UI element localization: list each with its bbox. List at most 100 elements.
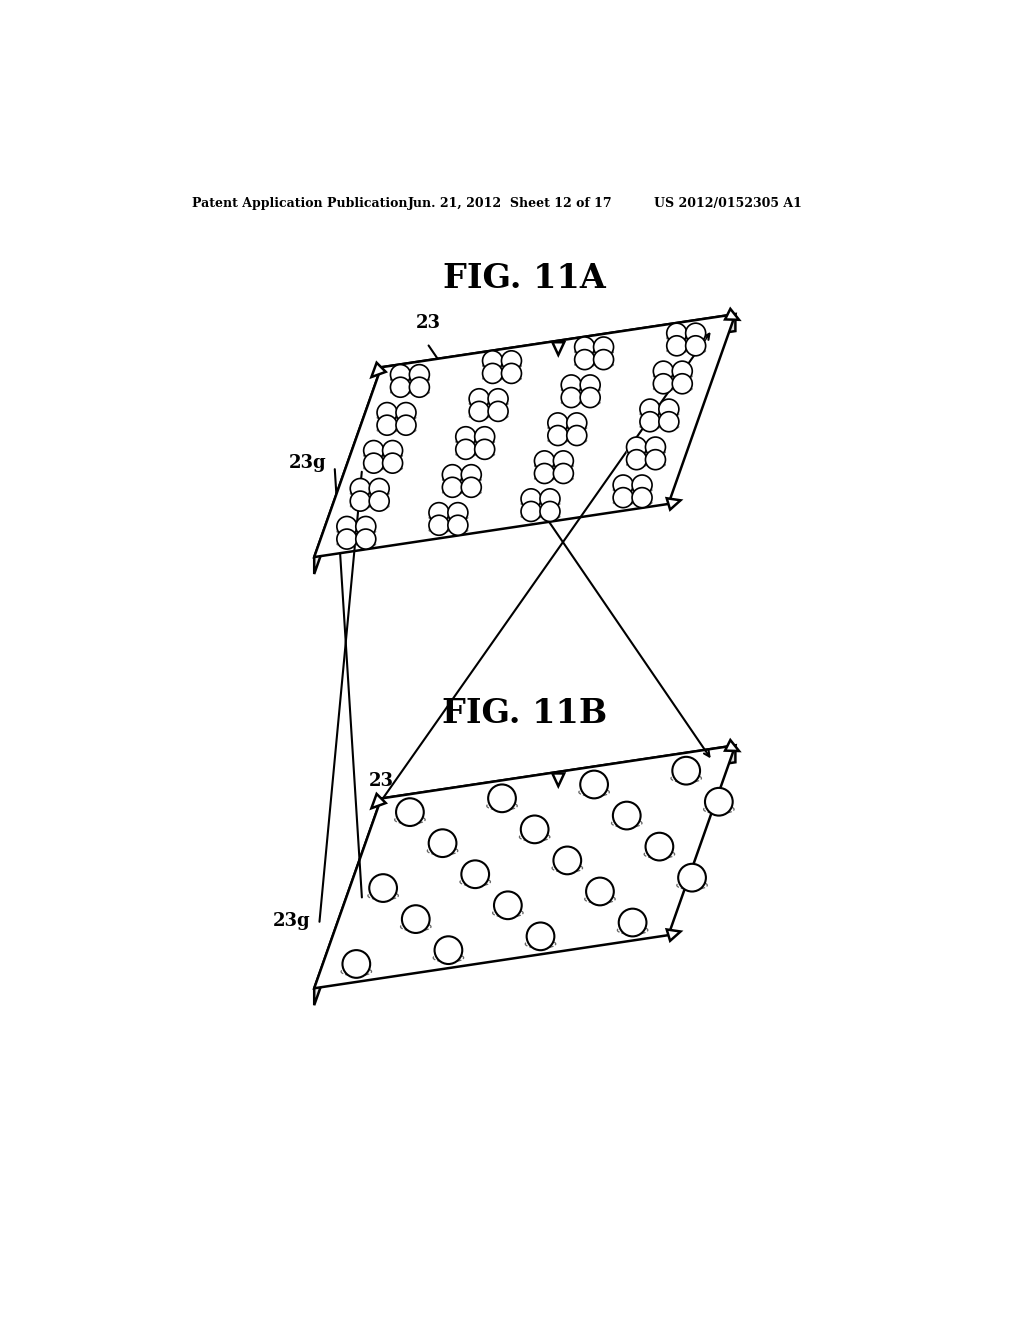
Circle shape [401,906,430,933]
Circle shape [488,401,508,421]
Circle shape [390,364,411,384]
Circle shape [350,491,371,511]
Circle shape [618,908,646,936]
Circle shape [627,437,646,457]
Circle shape [553,846,582,874]
Polygon shape [372,793,386,808]
Text: US 2012/0152305 A1: US 2012/0152305 A1 [654,197,802,210]
Circle shape [494,891,521,919]
Circle shape [370,478,389,499]
Circle shape [678,863,706,891]
Circle shape [586,878,613,906]
Circle shape [535,451,554,471]
Circle shape [540,502,560,521]
Circle shape [526,923,554,950]
Circle shape [574,337,595,356]
Circle shape [653,374,674,393]
Text: 23g: 23g [273,912,310,929]
Circle shape [447,515,468,536]
Circle shape [581,771,608,799]
Circle shape [370,874,397,902]
Polygon shape [552,342,564,355]
Circle shape [540,488,560,508]
Circle shape [342,950,371,978]
Text: FIG. 11A: FIG. 11A [443,263,606,296]
Polygon shape [381,746,735,816]
Circle shape [370,491,389,511]
Circle shape [686,335,706,356]
Circle shape [672,362,692,381]
Circle shape [645,450,666,470]
Circle shape [672,374,692,393]
Circle shape [594,350,613,370]
Circle shape [377,403,397,422]
Circle shape [521,488,541,508]
Circle shape [461,465,481,484]
Polygon shape [667,498,681,510]
Circle shape [645,437,666,457]
Circle shape [355,529,376,549]
Circle shape [337,529,357,549]
Circle shape [442,478,463,498]
Circle shape [645,833,673,861]
Circle shape [364,441,384,461]
Text: 23g: 23g [289,454,326,471]
Circle shape [640,399,659,420]
Circle shape [383,453,402,473]
Circle shape [581,388,600,408]
Text: 23: 23 [370,772,394,789]
Circle shape [396,799,424,826]
Polygon shape [552,774,564,787]
Polygon shape [725,741,739,751]
Circle shape [377,416,397,436]
Text: Jun. 21, 2012  Sheet 12 of 17: Jun. 21, 2012 Sheet 12 of 17 [408,197,612,210]
Circle shape [469,389,489,409]
Circle shape [574,350,595,370]
Circle shape [410,364,429,384]
Circle shape [548,425,568,446]
Polygon shape [314,367,381,574]
Circle shape [667,323,687,343]
Circle shape [456,426,476,446]
Circle shape [482,363,503,383]
Circle shape [566,413,587,433]
Circle shape [469,401,489,421]
Polygon shape [667,929,681,941]
Circle shape [613,487,633,508]
Circle shape [561,388,582,408]
Polygon shape [314,314,735,557]
Circle shape [613,801,641,829]
Circle shape [627,450,646,470]
Circle shape [475,440,495,459]
Polygon shape [314,746,735,989]
Circle shape [410,378,429,397]
Circle shape [548,413,568,433]
Circle shape [383,441,402,461]
Circle shape [553,451,573,471]
Circle shape [561,375,582,395]
Circle shape [658,412,679,432]
Text: FIG. 11B: FIG. 11B [442,697,607,730]
Circle shape [396,416,416,436]
Circle shape [429,503,449,523]
Circle shape [632,487,652,508]
Text: 23: 23 [416,314,440,331]
Circle shape [667,335,687,356]
Circle shape [594,337,613,356]
Circle shape [337,516,357,536]
Circle shape [447,503,468,523]
Circle shape [632,475,652,495]
Circle shape [673,756,700,784]
Circle shape [456,440,476,459]
Circle shape [686,323,706,343]
Circle shape [553,463,573,483]
Circle shape [429,829,457,857]
Circle shape [535,463,554,483]
Circle shape [658,399,679,420]
Circle shape [475,426,495,446]
Polygon shape [314,799,381,1006]
Circle shape [705,788,733,816]
Circle shape [653,362,674,381]
Circle shape [355,516,376,536]
Circle shape [482,351,503,371]
